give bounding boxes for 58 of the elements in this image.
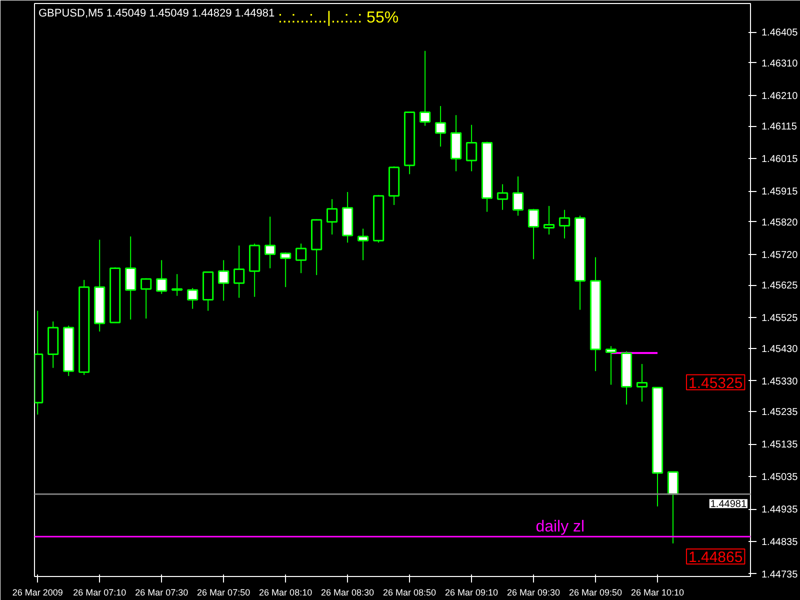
candlestick [326, 198, 338, 236]
x-tick-label: 26 Mar 08:10 [259, 588, 312, 598]
candlestick [434, 106, 446, 148]
y-tick-label: 1.45915 [762, 186, 798, 198]
candlestick [558, 209, 570, 239]
candlestick [156, 260, 168, 294]
y-tick-label: 1.45820 [762, 217, 798, 228]
x-tick-label: 26 Mar 08:50 [383, 588, 436, 598]
candlestick [636, 363, 648, 402]
y-tick-label: 1.45235 [762, 407, 798, 418]
x-tick-label: 26 Mar 2009 [12, 588, 63, 598]
candlestick [172, 274, 183, 296]
y-tick-label: 1.46310 [762, 58, 798, 70]
candlestick [496, 184, 508, 210]
candlestick [512, 176, 524, 216]
candlestick [187, 288, 198, 310]
y-tick-label: 1.45430 [762, 344, 798, 355]
y-tick-label: 1.44835 [762, 536, 798, 548]
candlestick [667, 471, 679, 544]
candlestick [466, 124, 478, 172]
candlestick [543, 205, 555, 236]
annotation: :..:...:...|...:..: 55% [278, 9, 399, 26]
ref-line-label: daily zl [536, 518, 585, 536]
y-tick-label: 1.45525 [762, 313, 798, 324]
candlestick [605, 346, 617, 386]
y-tick-label: 1.45035 [762, 472, 798, 484]
x-tick-label: 26 Mar 07:10 [73, 588, 126, 598]
chart-title: GBPUSD,M5 1.45049 1.45049 1.44829 1.44981 [38, 8, 275, 20]
y-tick-label: 1.45720 [762, 250, 798, 261]
y-tick-label: 1.45135 [762, 440, 798, 451]
annotation: 1.44865 [688, 548, 743, 566]
y-tick-label: 1.46015 [762, 154, 798, 166]
candlestick [125, 236, 136, 320]
x-tick-label: 26 Mar 09:50 [569, 588, 622, 598]
x-tick-label: 26 Mar 09:30 [507, 588, 560, 598]
x-tick-label: 26 Mar 07:30 [135, 588, 188, 598]
y-tick-label: 1.45330 [762, 376, 798, 388]
x-tick-label: 26 Mar 07:50 [197, 588, 250, 598]
y-tick-label: 1.46210 [762, 90, 798, 102]
candlestick [280, 252, 292, 288]
candlestick [296, 243, 307, 274]
y-tick-label: 1.44735 [762, 569, 798, 580]
x-tick-label: 26 Mar 08:30 [321, 588, 374, 598]
candlestick [234, 245, 245, 298]
y-tick-label: 1.46115 [762, 122, 798, 133]
candlestick [358, 228, 369, 261]
y-tick-label: 1.46405 [762, 28, 798, 39]
candlestick [528, 208, 540, 260]
annotation: 1.45325 [688, 374, 743, 392]
candlestick [264, 216, 276, 269]
x-tick-label: 26 Mar 09:10 [445, 588, 498, 598]
candlestick [419, 50, 431, 126]
x-tick-label: 26 Mar 10:10 [630, 588, 684, 598]
y-tick-label: 1.44935 [762, 504, 798, 516]
candlestick [218, 260, 230, 302]
y-tick-label: 1.45625 [762, 280, 798, 292]
ref-line-label: 1.44981 [710, 499, 747, 510]
candlestick [140, 278, 152, 320]
